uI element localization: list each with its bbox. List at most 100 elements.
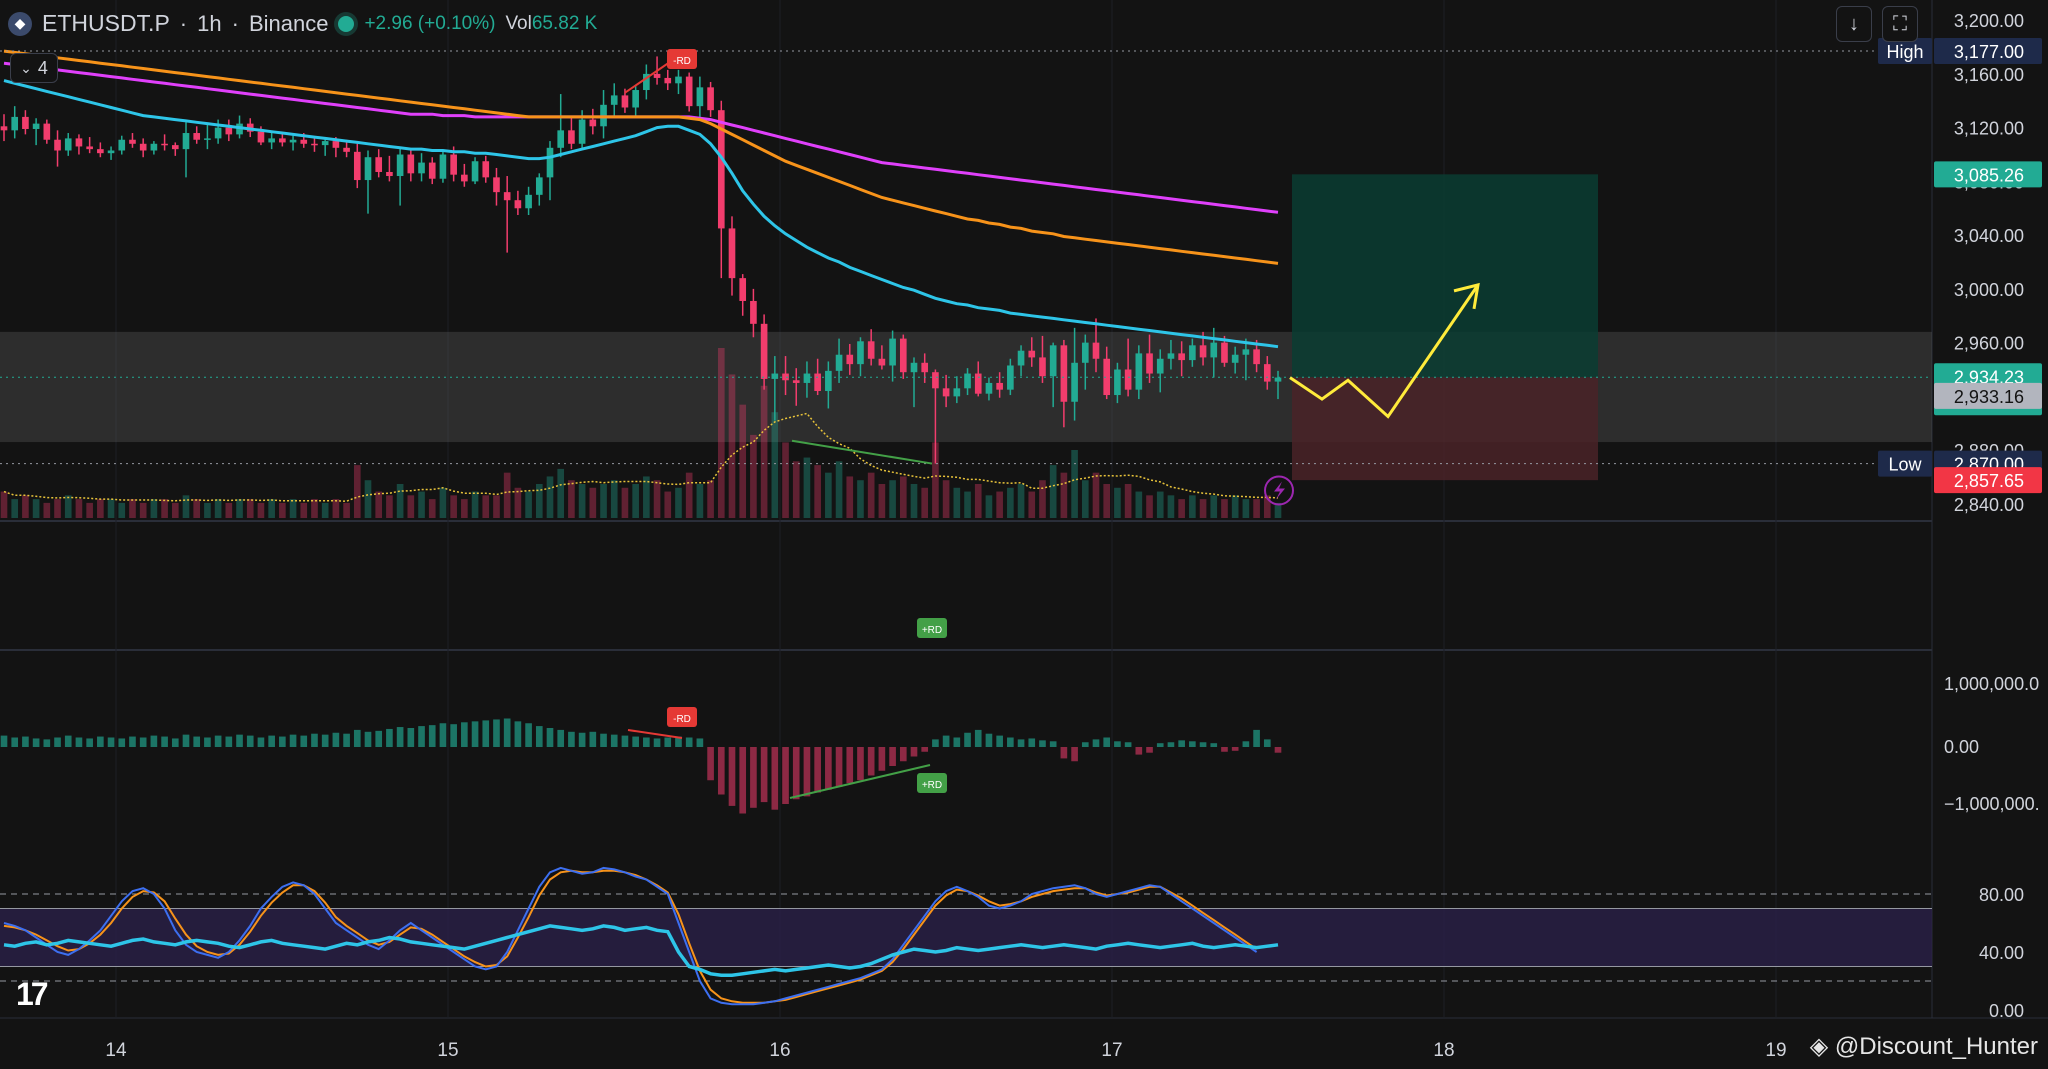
delta-bar <box>525 723 532 747</box>
volume-bar <box>1263 495 1271 518</box>
delta-bar <box>204 737 211 747</box>
timeframe-label[interactable]: 1h <box>197 10 222 36</box>
volume-bar <box>1210 495 1218 518</box>
delta-bar <box>792 747 800 800</box>
delta-bar <box>418 726 425 747</box>
delta-bar <box>225 736 233 747</box>
price-tick-label: 3,200.00 <box>1954 11 2024 31</box>
delta-bar <box>1189 741 1196 747</box>
delta-bar <box>707 747 714 781</box>
delta-bar <box>54 737 61 747</box>
delta-bar <box>375 730 383 747</box>
delta-bar <box>1178 740 1185 747</box>
candle-body <box>1210 342 1218 358</box>
indicators-collapse-button[interactable]: ⌄ 4 <box>10 53 58 83</box>
delta-bar <box>910 747 918 757</box>
candle-body <box>332 141 340 148</box>
candle-body <box>482 161 490 178</box>
candle-body <box>621 95 629 108</box>
delta-bar <box>461 722 468 747</box>
candle-body <box>771 373 779 379</box>
delta-bar <box>1071 747 1078 762</box>
delta-bar <box>1274 747 1282 753</box>
candle-body <box>964 373 971 389</box>
delta-bar <box>439 723 447 747</box>
rsi-line <box>3 924 1279 977</box>
candle-body <box>932 372 939 389</box>
candle-body <box>118 139 126 151</box>
candle-body <box>418 162 425 174</box>
candle-body <box>439 154 447 179</box>
volume-bar <box>279 502 286 518</box>
last-price-text: 2,934.23 <box>1954 367 2024 387</box>
delta-bar <box>0 735 8 747</box>
volume-bar <box>996 491 1003 518</box>
candle-body <box>375 157 383 172</box>
candle-body <box>86 146 93 150</box>
exchange-label[interactable]: Binance <box>248 10 329 36</box>
ema-mid-line <box>3 49 1279 265</box>
candle-body <box>1039 357 1046 377</box>
delta-bar <box>471 721 479 747</box>
candle-body <box>257 131 265 143</box>
price-tick-label: 3,120.00 <box>1954 119 2024 139</box>
delta-bar <box>343 733 350 747</box>
volume-bar <box>878 484 886 518</box>
time-tick-label: 16 <box>769 1040 790 1061</box>
ema-fast-line <box>3 79 1279 349</box>
volume-bar <box>535 484 543 518</box>
volume-bar <box>1135 491 1143 518</box>
delta-bar <box>996 735 1003 747</box>
volume-bar <box>1178 499 1185 518</box>
volume-bar <box>760 385 768 518</box>
delta-bar <box>1103 737 1111 747</box>
delta-bar <box>1167 742 1175 747</box>
volume-bar <box>407 495 415 518</box>
volume-bar <box>1060 472 1068 518</box>
symbol-name[interactable]: ETHUSDT.P <box>42 10 170 36</box>
download-button[interactable]: ↓ <box>1836 6 1872 42</box>
rd-bull-marker-bg <box>917 618 947 638</box>
candle-body <box>814 373 821 392</box>
target-price-label: 3,085.26 <box>1934 161 2042 188</box>
projection-path <box>1289 284 1480 419</box>
candle-body <box>279 138 286 143</box>
candle-body <box>653 73 661 78</box>
volume-bar <box>546 476 554 518</box>
candle-body <box>161 143 168 146</box>
delta-bar <box>86 738 93 747</box>
prev-close-label-text: 2,933.16 <box>1954 387 2024 407</box>
high-tag-text: High <box>1886 42 1923 62</box>
candle-body <box>974 373 982 394</box>
candle-body <box>461 174 468 182</box>
delta-bar <box>899 747 907 762</box>
delta-bar <box>396 727 404 747</box>
candle-body <box>268 138 275 143</box>
fullscreen-icon: ⛶ <box>1893 12 1907 35</box>
volume-bar <box>707 480 714 518</box>
delta-bar <box>182 734 190 747</box>
delta-bar <box>985 733 993 747</box>
header-sep: · <box>231 10 239 36</box>
candle-body <box>1178 353 1185 361</box>
time-tick-label: 18 <box>1433 1040 1454 1061</box>
candle-body <box>557 130 565 148</box>
rd-bear-marker-bg <box>667 49 697 69</box>
rd-bull-marker-delta: +RD <box>917 773 947 793</box>
candle-body <box>139 143 147 151</box>
volume-bar <box>1167 495 1175 518</box>
delta-bar <box>236 734 243 747</box>
volume-bar <box>664 491 672 518</box>
candle-body <box>396 154 404 177</box>
fullscreen-button[interactable]: ⛶ <box>1882 6 1918 42</box>
delta-bar <box>825 747 832 790</box>
candle-body <box>685 76 693 107</box>
delta-bar <box>814 747 821 793</box>
volume-bar <box>461 499 468 518</box>
candle-body <box>300 139 308 144</box>
delta-bar <box>932 739 939 747</box>
alert-icon-ring <box>1264 475 1294 506</box>
candle-body <box>1007 365 1014 390</box>
candle-body <box>107 150 115 154</box>
